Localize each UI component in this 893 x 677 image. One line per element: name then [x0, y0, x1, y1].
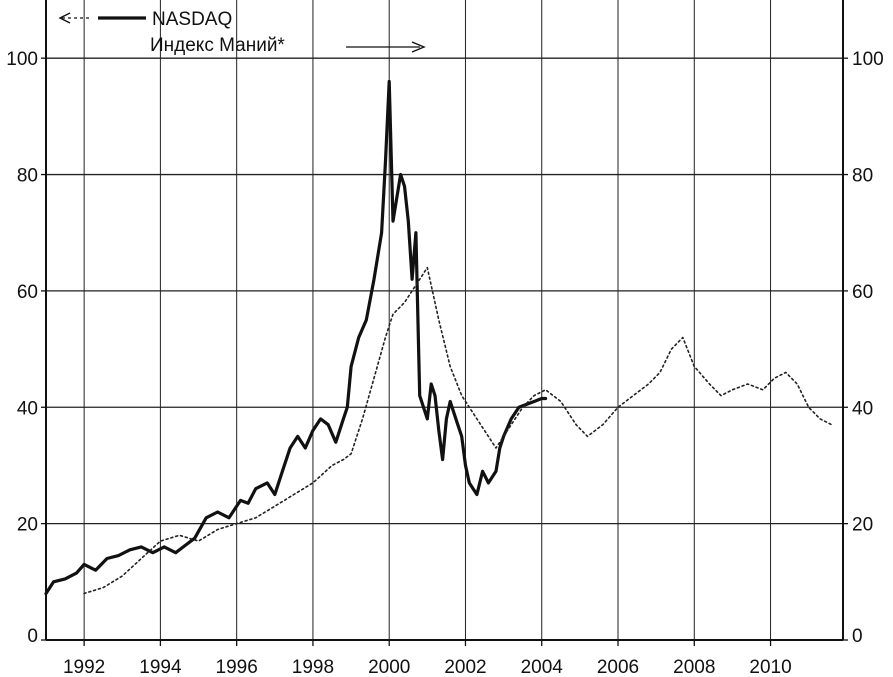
x-tick-label: 2008 [673, 657, 715, 677]
x-tick-label: 2010 [749, 657, 791, 677]
y-axis-right-ticks: 0 20 40 60 80 100 [843, 49, 884, 647]
x-tick-label: 1992 [63, 657, 105, 677]
y-right-tick-label: 60 [852, 282, 873, 303]
y-left-tick-label: 60 [17, 282, 38, 303]
series-line-mania-index [83, 266, 833, 595]
y-right-tick-label: 0 [852, 626, 863, 647]
series-line-nasdaq [44, 79, 548, 596]
y-right-tick-label: 80 [852, 166, 873, 187]
y-axis-left-ticks: 0 20 40 60 80 100 [6, 49, 46, 647]
y-left-tick-label: 0 [27, 626, 38, 647]
y-left-tick-label: 40 [17, 398, 38, 419]
legend: NASDAQ Индекс Маний* [58, 9, 426, 56]
x-axis-ticks: 1992 1994 1996 1998 2000 2002 2004 2006 2008 2010 [63, 640, 792, 677]
arrow-right-icon [411, 41, 426, 53]
y-left-tick-label: 20 [17, 515, 38, 536]
series-layer [44, 79, 833, 596]
x-tick-label: 1996 [216, 657, 258, 677]
y-left-tick-label: 80 [17, 166, 38, 187]
y-right-tick-label: 100 [852, 49, 884, 70]
x-tick-label: 1994 [139, 657, 182, 677]
plot-frame [45, 0, 844, 641]
arrow-left-icon [58, 12, 71, 24]
x-tick-label: 2006 [597, 657, 639, 677]
y-left-tick-label: 100 [6, 49, 38, 70]
x-tick-label: 1998 [292, 657, 334, 677]
x-tick-label: 2004 [521, 657, 564, 677]
legend-label-mania-index: Индекс Маний* [150, 35, 285, 56]
y-right-tick-label: 20 [852, 515, 873, 536]
grid [46, 0, 843, 640]
x-tick-label: 2000 [368, 657, 410, 677]
x-tick-label: 2002 [444, 657, 486, 677]
legend-label-nasdaq: NASDAQ [152, 9, 232, 30]
y-right-tick-label: 40 [852, 398, 873, 419]
